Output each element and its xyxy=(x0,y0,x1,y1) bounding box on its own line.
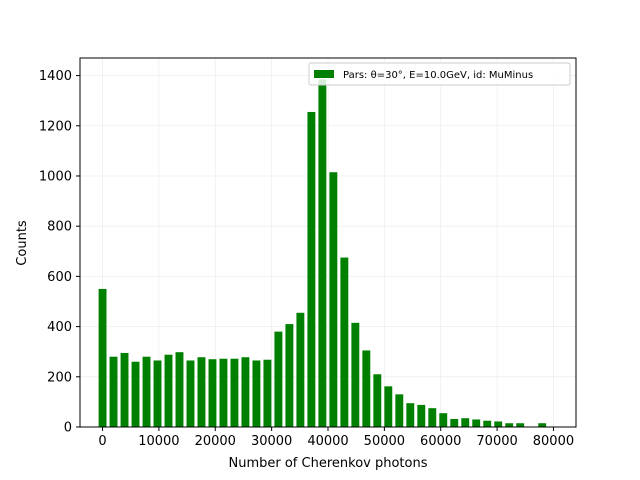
histogram-bar xyxy=(373,374,382,427)
y-tick-label: 800 xyxy=(47,220,72,235)
x-tick-label: 30000 xyxy=(251,434,292,449)
histogram-bar xyxy=(98,288,107,427)
histogram-bar xyxy=(483,420,492,427)
y-tick-label: 1200 xyxy=(39,119,72,134)
histogram-bar xyxy=(362,350,371,427)
histogram-bar xyxy=(263,359,272,427)
y-tick-label: 1000 xyxy=(39,169,72,184)
histogram-bar xyxy=(296,312,305,427)
histogram-bar xyxy=(384,386,393,427)
histogram-bar xyxy=(450,418,459,427)
bars xyxy=(98,79,547,427)
x-tick-label: 20000 xyxy=(195,434,236,449)
histogram-bar xyxy=(186,360,195,427)
y-axis-label: Counts xyxy=(15,220,30,266)
histogram-bar xyxy=(329,172,338,427)
y-tick-label: 0 xyxy=(64,421,72,436)
histogram-bar xyxy=(417,404,426,427)
histogram-bar xyxy=(131,361,140,427)
x-axis-ticks: 0 10000 20000 30000 40000 50000 60000 70000 8000… xyxy=(98,427,574,449)
histogram-bar xyxy=(208,359,217,427)
histogram-bar xyxy=(164,354,173,427)
histogram-bar xyxy=(109,356,118,427)
x-tick-label: 80000 xyxy=(533,434,574,449)
histogram-bar xyxy=(241,357,250,427)
x-tick-label: 70000 xyxy=(476,434,517,449)
histogram-bar xyxy=(230,358,239,427)
histogram-bar xyxy=(197,357,206,427)
y-tick-label: 600 xyxy=(47,270,72,285)
histogram-bar xyxy=(307,111,316,427)
histogram-bar xyxy=(219,358,228,427)
histogram-bar xyxy=(395,394,404,427)
legend-box xyxy=(308,62,571,86)
histogram-bar xyxy=(274,331,283,427)
x-tick-label: 10000 xyxy=(138,434,179,449)
legend-label: Pars: θ=30°, E=10.0GeV, id: MuMinus xyxy=(343,70,533,81)
legend-swatch xyxy=(314,70,334,78)
y-axis-ticks: 0 200 400 600 800 1000 1200 1400 xyxy=(39,69,80,436)
x-tick-label: 40000 xyxy=(307,434,348,449)
histogram-bar xyxy=(252,360,261,427)
histogram-bar xyxy=(351,322,360,427)
y-tick-label: 400 xyxy=(47,320,72,335)
histogram-bar xyxy=(505,423,514,427)
histogram-bar xyxy=(538,423,547,427)
histogram-bar xyxy=(472,419,481,427)
histogram-bar xyxy=(406,403,415,427)
x-tick-label: 60000 xyxy=(420,434,461,449)
histogram-bar xyxy=(439,413,448,427)
histogram-bar xyxy=(285,324,294,427)
histogram-bar xyxy=(318,79,327,427)
histogram-bar xyxy=(120,352,129,427)
x-axis-label: Number of Cherenkov photons xyxy=(229,456,428,471)
histogram-bar xyxy=(175,352,184,427)
histogram-bar xyxy=(516,423,525,427)
histogram-bar xyxy=(428,408,437,427)
x-tick-label: 0 xyxy=(98,434,106,449)
x-tick-label: 50000 xyxy=(364,434,405,449)
legend: Pars: θ=30°, E=10.0GeV, id: MuMinus xyxy=(308,62,571,86)
y-tick-label: 200 xyxy=(47,370,72,385)
y-tick-label: 1400 xyxy=(39,69,72,84)
histogram-bar xyxy=(494,421,503,427)
histogram-bar xyxy=(153,360,162,427)
histogram-bar xyxy=(142,356,151,427)
histogram-bar xyxy=(461,418,470,427)
histogram-bar xyxy=(340,257,349,427)
